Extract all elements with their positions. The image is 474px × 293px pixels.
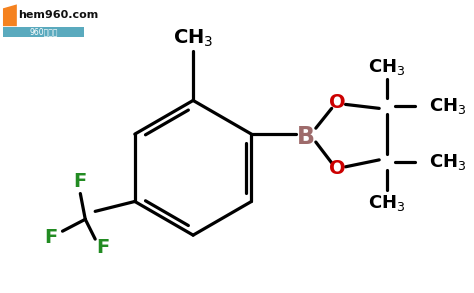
Text: O: O <box>329 93 346 112</box>
Text: CH$_3$: CH$_3$ <box>368 57 406 77</box>
Text: O: O <box>329 159 346 178</box>
Text: F: F <box>73 172 87 191</box>
Text: hem960.com: hem960.com <box>18 10 98 20</box>
Text: CH$_3$: CH$_3$ <box>428 96 466 116</box>
Text: B: B <box>297 125 315 149</box>
Text: CH$_3$: CH$_3$ <box>428 152 466 172</box>
Text: CH$_3$: CH$_3$ <box>173 28 213 49</box>
Text: F: F <box>44 228 57 247</box>
Text: 960化工网: 960化工网 <box>29 28 58 37</box>
Polygon shape <box>3 4 17 26</box>
Text: F: F <box>97 238 110 257</box>
Text: CH$_3$: CH$_3$ <box>368 193 406 213</box>
Polygon shape <box>3 27 84 37</box>
